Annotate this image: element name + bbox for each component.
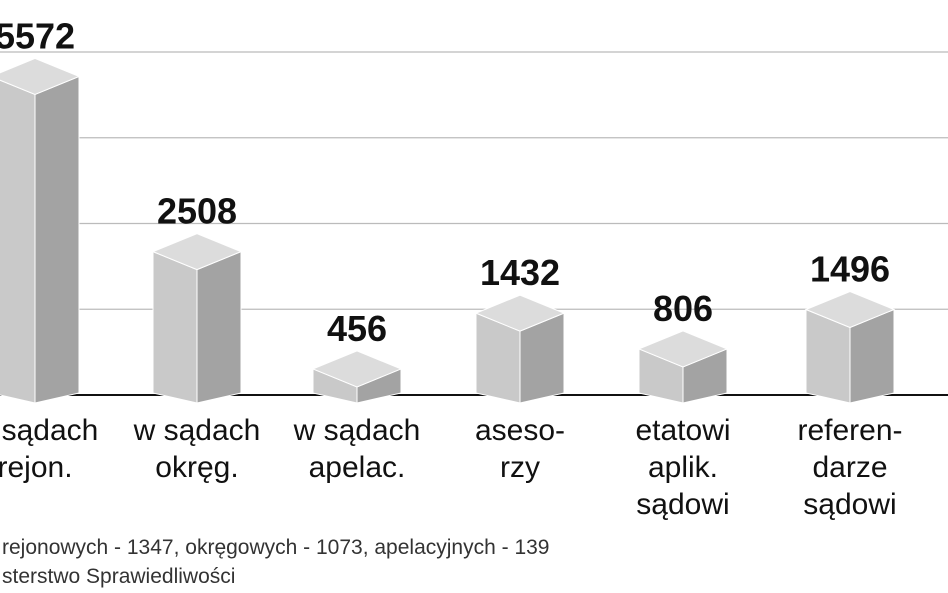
x-tick-label-line: okręg.: [155, 451, 238, 484]
value-label: 806: [653, 288, 713, 329]
bar: [151, 233, 243, 404]
x-tick-label: referen-darze sądowi: [797, 414, 902, 521]
x-tick-label: w sądach rejon.: [0, 414, 98, 484]
bar-top: [151, 233, 243, 271]
x-tick-label: aseso-rzy: [475, 414, 565, 484]
value-label: 1432: [480, 252, 560, 293]
bar-top: [474, 294, 566, 332]
x-tick-label-line: w sądach: [133, 414, 261, 447]
value-label: 2508: [157, 191, 237, 232]
x-tick-label: w sądach okręg.: [133, 414, 261, 484]
x-tick-label-line: apelac.: [309, 451, 406, 484]
bar-top: [804, 290, 896, 329]
x-tick-label-line: rzy: [500, 451, 540, 484]
bar: [637, 330, 729, 404]
x-tick-label: etatowi aplik. sądowi: [635, 414, 730, 521]
bar-top: [637, 330, 729, 368]
x-tick-label-line: etatowi: [635, 414, 730, 447]
bar: [0, 57, 81, 404]
bar: [474, 294, 566, 404]
x-tick-label-line: referen-: [797, 414, 902, 447]
note: rejonowych - 1347, okręgowych - 1073, ap…: [2, 536, 549, 559]
bar-top: [0, 57, 81, 96]
x-tick-label-line: sądowi: [636, 488, 729, 521]
bar-top: [311, 350, 403, 388]
bar-side: [34, 75, 80, 404]
x-tick-label-line: w sądach: [293, 414, 421, 447]
x-tick-label-line: sądowi: [803, 488, 896, 521]
x-tick-label: w sądach apelac.: [293, 414, 421, 484]
bar-front: [152, 250, 198, 404]
x-tick-label-line: w sądach: [0, 414, 98, 447]
x-tick-label-line: rejon.: [0, 451, 73, 484]
note: sterstwo Sprawiedliwości: [2, 565, 235, 588]
bar: [804, 290, 896, 404]
bar-front: [0, 79, 36, 404]
value-label: 5572: [0, 15, 75, 56]
x-tick-label-line: aseso-: [475, 414, 565, 447]
value-label: 456: [327, 308, 387, 349]
x-tick-label-line: darze: [812, 451, 887, 484]
x-tick-label-line: aplik.: [648, 451, 718, 484]
bar-side: [196, 250, 242, 404]
value-label: 1496: [810, 248, 890, 289]
bar: [311, 350, 403, 404]
